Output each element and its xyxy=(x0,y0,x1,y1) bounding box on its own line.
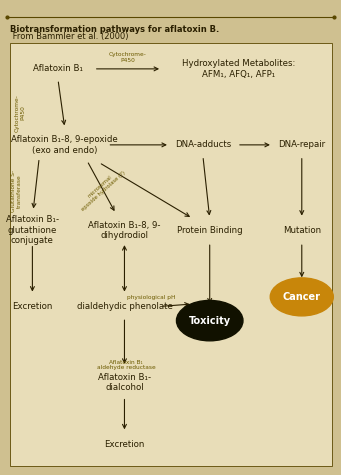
Text: Aflatoxin B₁-8, 9-
dihydrodiol: Aflatoxin B₁-8, 9- dihydrodiol xyxy=(88,221,161,240)
Text: Protein Binding: Protein Binding xyxy=(177,226,242,235)
Ellipse shape xyxy=(177,301,243,341)
Text: Mutation: Mutation xyxy=(283,226,321,235)
Text: Biotransformation pathways for aflatoxin B.: Biotransformation pathways for aflatoxin… xyxy=(10,25,220,34)
Text: Cancer: Cancer xyxy=(283,292,321,302)
Text: DNA-repair: DNA-repair xyxy=(278,141,325,149)
Text: DNA-adducts: DNA-adducts xyxy=(175,141,231,149)
Text: Aflatoxin B₁: Aflatoxin B₁ xyxy=(33,65,83,73)
Text: Toxicity: Toxicity xyxy=(189,315,231,326)
Text: Aflatoxin B₁
aldehyde reductase: Aflatoxin B₁ aldehyde reductase xyxy=(97,360,155,370)
Text: dialdehydic phenolate: dialdehydic phenolate xyxy=(76,302,173,311)
Text: Cytochrome-
P450: Cytochrome- P450 xyxy=(15,94,25,132)
Text: microsomal
epoxide hydrolase (?): microsomal epoxide hydrolase (?) xyxy=(77,166,126,212)
Ellipse shape xyxy=(270,278,333,316)
Text: From Bammler et al. (2000): From Bammler et al. (2000) xyxy=(10,32,129,41)
Text: Aflatoxin B₁-
dialcohol: Aflatoxin B₁- dialcohol xyxy=(98,373,151,392)
Text: Hydroxylated Metabolites:
AFM₁, AFQ₁, AFP₁: Hydroxylated Metabolites: AFM₁, AFQ₁, AF… xyxy=(182,59,295,78)
FancyBboxPatch shape xyxy=(10,43,332,466)
Text: Cytochrome-
P450: Cytochrome- P450 xyxy=(109,52,147,63)
Text: Excretion: Excretion xyxy=(12,302,53,311)
Text: Glutathione S-
transferase: Glutathione S- transferase xyxy=(11,170,21,212)
Text: Excretion: Excretion xyxy=(104,440,145,448)
Text: physiological pH: physiological pH xyxy=(128,295,176,300)
Text: Aflatoxin B₁-
glutathione
conjugate: Aflatoxin B₁- glutathione conjugate xyxy=(6,216,59,245)
Text: Aflatoxin B₁-8, 9-epoxide
(exo and endo): Aflatoxin B₁-8, 9-epoxide (exo and endo) xyxy=(11,135,118,154)
